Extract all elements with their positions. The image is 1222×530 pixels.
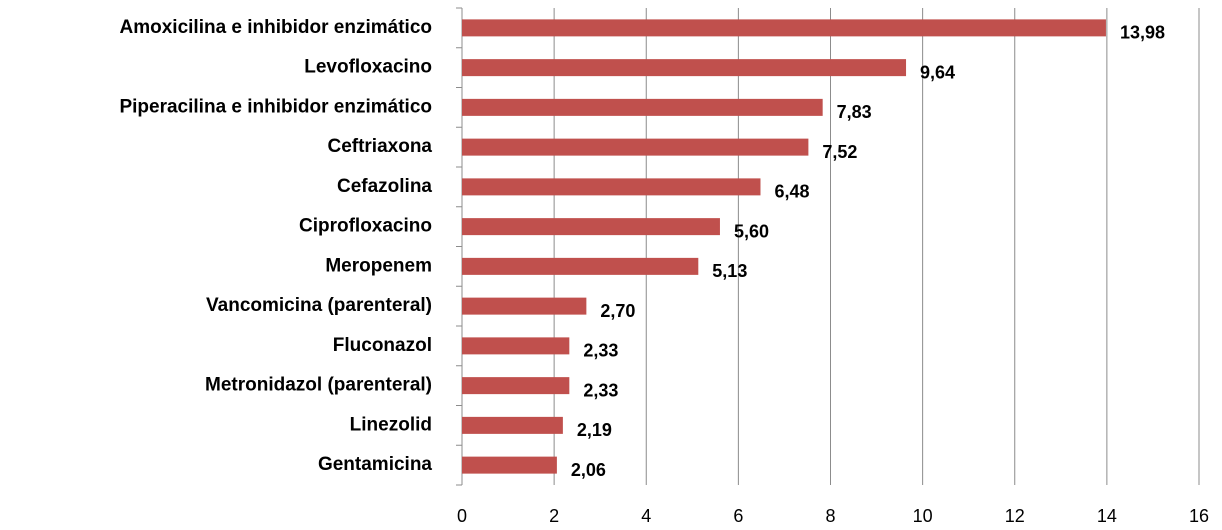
value-label: 7,83	[837, 102, 872, 122]
bar	[462, 377, 570, 395]
value-label: 13,98	[1120, 23, 1165, 43]
x-tick-label: 8	[825, 506, 835, 526]
y-tick-label: Meropenem	[325, 255, 432, 276]
bar	[462, 257, 699, 275]
value-label: 2,06	[571, 460, 606, 480]
y-tick-label: Cefazolina	[337, 176, 432, 197]
y-tick-label: Metronidazol (parenteral)	[205, 375, 432, 396]
value-label: 5,13	[712, 261, 747, 281]
bar	[462, 138, 809, 156]
y-tick-label: Fluconazol	[333, 335, 432, 356]
y-tick-label: Linezolid	[350, 414, 432, 435]
x-tick-label: 10	[913, 506, 933, 526]
y-tick-label: Vancomicina (parenteral)	[206, 295, 432, 316]
x-tick-label: 2	[549, 506, 559, 526]
bar	[462, 416, 563, 434]
x-tick-label: 0	[457, 506, 467, 526]
value-label: 2,33	[583, 380, 618, 400]
bar	[462, 98, 823, 116]
y-tick-label: Ciprofloxacino	[299, 216, 432, 237]
y-tick-label: Gentamicina	[318, 454, 432, 475]
value-label: 7,52	[822, 142, 857, 162]
x-tick-label: 4	[641, 506, 651, 526]
value-label: 2,33	[583, 341, 618, 361]
value-label: 9,64	[920, 62, 955, 82]
value-label: 2,19	[577, 420, 612, 440]
y-tick-label: Piperacilina e inhibidor enzimático	[119, 96, 432, 117]
y-tick-label: Ceftriaxona	[327, 136, 432, 157]
bar	[462, 59, 907, 77]
value-label: 6,48	[774, 182, 809, 202]
bar	[462, 297, 587, 315]
bar	[462, 456, 557, 474]
value-label: 2,70	[600, 301, 635, 321]
value-label: 5,60	[734, 221, 769, 241]
bar	[462, 218, 720, 236]
x-tick-label: 6	[733, 506, 743, 526]
x-tick-label: 16	[1189, 506, 1209, 526]
y-tick-label: Amoxicilina e inhibidor enzimático	[120, 17, 433, 38]
y-tick-label: Levofloxacino	[304, 57, 432, 78]
bar	[462, 178, 761, 196]
x-tick-label: 12	[1005, 506, 1025, 526]
x-tick-label: 14	[1097, 506, 1117, 526]
bar	[462, 337, 570, 355]
bar	[462, 19, 1106, 37]
